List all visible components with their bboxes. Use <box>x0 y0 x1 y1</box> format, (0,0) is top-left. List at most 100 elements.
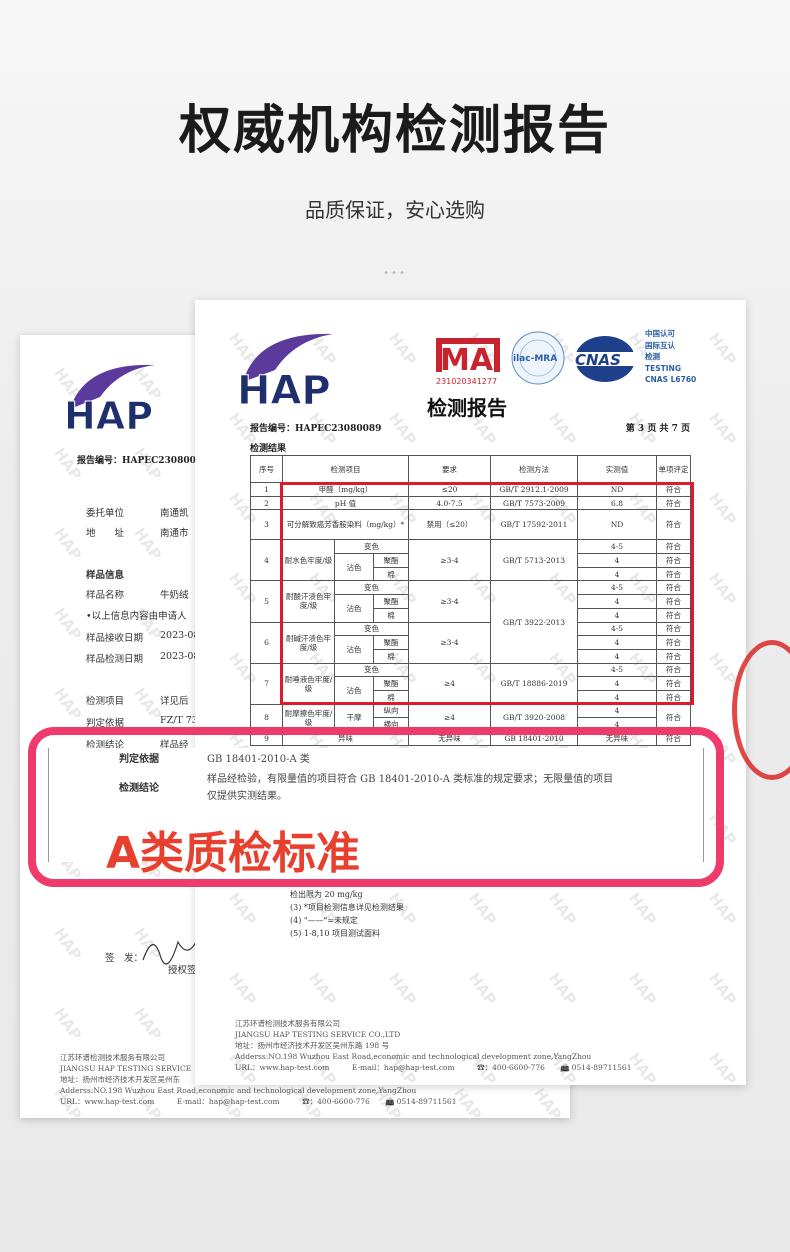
field-value: FZ/T 73 <box>160 715 198 726</box>
table-row: 3 可分解致癌芳香胺染料（mg/kg）* 禁用（≤20） GB/T 17592-201… <box>250 509 692 541</box>
hap-logo: HAP <box>64 364 155 437</box>
test-item: 耐碱汗渍色牢度/级 <box>282 621 335 664</box>
footer-line: JIANGSU HAP TESTING SERVICE CO.,LTD <box>235 1030 401 1039</box>
conclusion-label: 检测结论 <box>119 783 159 794</box>
table-row: 6 耐碱汗渍色牢度/级 变色 ≥3-4 4-5 符合 <box>250 621 692 664</box>
row-number: 4 <box>250 539 283 582</box>
page-subtitle: 品质保证，安心选购 <box>305 198 485 222</box>
field-label: 检测项目 <box>86 696 125 707</box>
row-number: 1 <box>250 482 283 497</box>
watermark: HAP <box>625 969 661 1009</box>
row-number: 3 <box>250 509 283 541</box>
cnas-text-line: CNAS L6760 <box>645 375 697 384</box>
row-number: 7 <box>250 662 283 705</box>
watermark: HAP <box>50 684 86 724</box>
field-value: 详见后 <box>160 696 189 707</box>
column-header: 检测项目 <box>281 455 410 483</box>
cma-logo: MA 231020341277 <box>436 338 500 386</box>
basis-value: GB 18401-2010-A 类 <box>207 754 310 765</box>
basis-label: 判定依据 <box>119 754 159 765</box>
field-label: 检测结论 <box>86 740 125 751</box>
watermark: HAP <box>705 489 741 529</box>
requirement: ≥3-4 <box>408 539 492 582</box>
column-header: 检测方法 <box>490 455 579 483</box>
svg-text:HAP: HAP <box>64 394 153 437</box>
watermark: HAP <box>625 889 661 929</box>
report-number: 报告编号：HAPEC2308008 <box>77 456 203 466</box>
test-method: GB/T 3922-2013 <box>490 580 579 664</box>
table-header-row: 序号 检测项目 要求 检测方法 实测值 单项评定 <box>250 455 692 483</box>
footer-line: URL：www.hap-test.com E-mail：hap@hap-test… <box>235 1063 632 1072</box>
watermark: HAP <box>385 409 421 449</box>
field-label: 样品信息 <box>86 570 125 581</box>
decorative-dots: ••• <box>383 268 407 279</box>
watermark: HAP <box>50 604 86 644</box>
column-header: 单项评定 <box>656 455 692 483</box>
test-method: GB/T 18886-2019 <box>490 662 579 705</box>
watermark: HAP <box>465 969 501 1009</box>
cnas-logo: CNAS <box>573 336 637 382</box>
table-row: 棉 4 符合 <box>251 689 692 705</box>
field-value: 样品经 <box>160 740 189 751</box>
field-value: 南通市 <box>160 528 189 539</box>
watermark: HAP <box>50 1004 86 1044</box>
result-value: ND <box>577 509 658 541</box>
front-footer: 江苏环谱检测技术服务有限公司 JIANGSU HAP TESTING SERVIC… <box>235 1018 631 1073</box>
field-label: 地 址 <box>86 528 125 539</box>
watermark: HAP <box>465 889 501 929</box>
signature <box>142 937 199 965</box>
watermark: HAP <box>545 889 581 929</box>
sub-item: 纵向 <box>372 703 410 719</box>
watermark: HAP <box>545 409 581 449</box>
watermark: HAP <box>225 969 261 1009</box>
watermark: HAP <box>545 969 581 1009</box>
cnas-text-line: 检测 <box>645 352 660 361</box>
watermark: HAP <box>530 1084 566 1118</box>
requirement: ≥4 <box>408 662 492 705</box>
cnas-text: 中国认可 国际互认 检测 TESTING CNAS L6760 <box>645 328 696 386</box>
note-4: (4) "——"=未规定 <box>290 916 358 925</box>
back-footer: 江苏环谱检测技术服务有限公司 JIANGSU HAP TESTING SERVIC… <box>60 1052 456 1107</box>
column-header: 要求 <box>408 455 492 483</box>
table-row: 5 耐酸汗渍色牢度/级 变色 ≥3-4 GB/T 3922-2013 4-5 符合 <box>250 580 692 664</box>
footer-line: 地址：扬州市经济技术开发区吴州东路 198 号 <box>235 1041 390 1050</box>
test-item: 可分解致癌芳香胺染料（mg/kg）* <box>281 509 410 541</box>
field-label: 样品名称 <box>86 590 125 601</box>
field-label: 委托单位 <box>86 508 125 519</box>
field-value: 南通凯 <box>160 508 189 519</box>
table-row: 沾色 聚酯 4 符合 <box>251 635 692 664</box>
watermark: HAP <box>50 924 86 964</box>
column-header: 实测值 <box>577 455 658 483</box>
watermark: HAP <box>705 569 741 609</box>
page-title: 权威机构检测报告 <box>178 101 611 161</box>
requirement: 禁用（≤20） <box>408 509 492 541</box>
watermark: HAP <box>705 889 741 929</box>
field-label: 判定依据 <box>86 718 125 729</box>
watermark: HAP <box>225 889 261 929</box>
row-number: 2 <box>250 495 283 511</box>
footer-line: JIANGSU HAP TESTING SERVICE <box>60 1064 192 1073</box>
watermark: HAP <box>705 329 741 369</box>
watermark: HAP <box>305 969 341 1009</box>
callout-panel: 判定依据 GB 18401-2010-A 类 检测结论 样品经检验，有限量值的项… <box>48 748 704 862</box>
cnas-text-line: 中国认可 <box>645 329 675 338</box>
verdict: 符合 <box>656 635 692 650</box>
page-indicator: 第 3 页 共 7 页 <box>625 424 690 434</box>
svg-text:HAP: HAP <box>237 368 331 410</box>
field-label: 样品检测日期 <box>86 654 144 665</box>
sub-item: 棉 <box>372 689 410 705</box>
table-row: 沾色 聚酯 4 符合 <box>251 594 692 623</box>
watermark: HAP <box>50 524 86 564</box>
callout-box: 判定依据 GB 18401-2010-A 类 检测结论 样品经检验，有限量值的项… <box>28 727 724 887</box>
note-5: (5) 1-8,10 项目测试面料 <box>290 929 381 938</box>
highlight-box <box>280 482 694 705</box>
verdict: 符合 <box>656 662 692 678</box>
field-label: •以上信息内容由申请人 <box>86 611 187 622</box>
doc-title: 检测报告 <box>427 396 507 420</box>
footer-line: URL：www.hap-test.com E-mail：hap@hap-test… <box>60 1097 457 1106</box>
watermark: HAP <box>705 969 741 1009</box>
results-table: 序号 检测项目 要求 检测方法 实测值 单项评定 1 甲醛（mg/kg） ≤20 GB/T 291… <box>250 455 692 746</box>
verdict: 符合 <box>656 509 692 541</box>
test-item: 耐水色牢度/级 <box>282 539 335 582</box>
watermark: HAP <box>130 1004 166 1044</box>
